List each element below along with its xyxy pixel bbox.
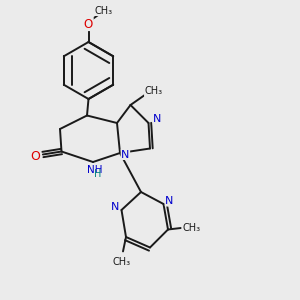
Text: CH₃: CH₃ bbox=[145, 86, 163, 97]
Text: N: N bbox=[111, 202, 119, 212]
Text: N: N bbox=[153, 114, 162, 124]
Text: CH₃: CH₃ bbox=[182, 223, 200, 233]
Text: H: H bbox=[94, 169, 101, 179]
Text: O: O bbox=[31, 149, 40, 163]
Text: O: O bbox=[84, 17, 93, 31]
Text: N: N bbox=[165, 196, 174, 206]
Text: N: N bbox=[121, 149, 130, 160]
Text: CH₃: CH₃ bbox=[112, 256, 130, 267]
Text: CH₃: CH₃ bbox=[94, 5, 112, 16]
Text: NH: NH bbox=[87, 165, 102, 176]
